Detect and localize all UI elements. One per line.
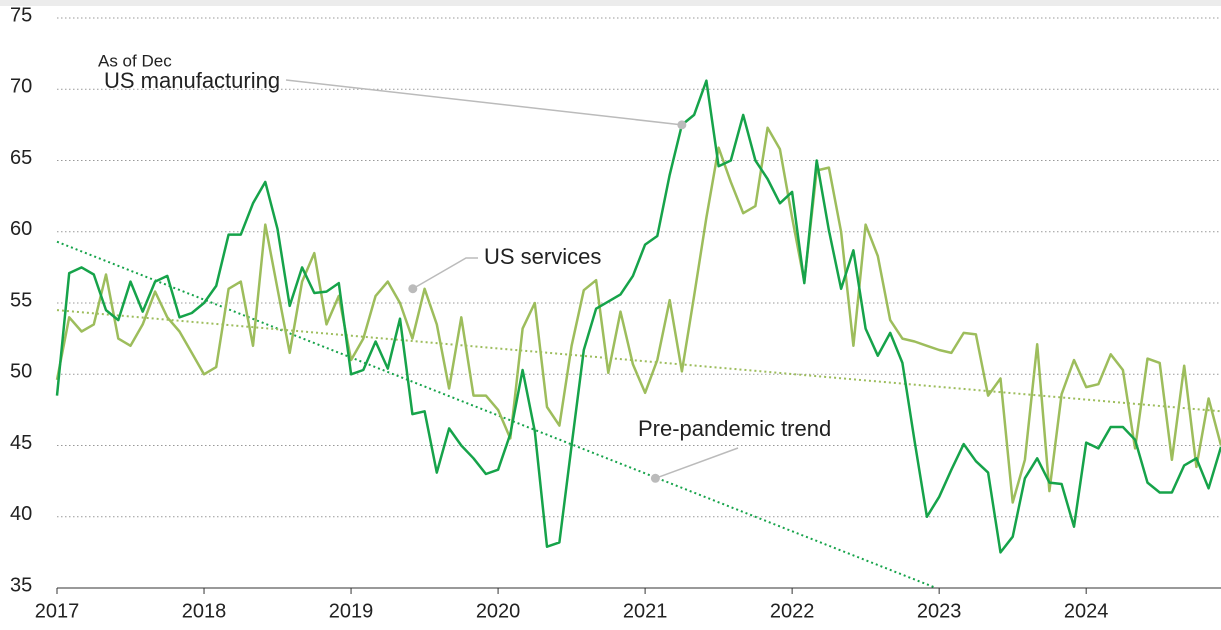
y-tick-label: 45 bbox=[10, 432, 32, 454]
x-tick-label: 2019 bbox=[329, 600, 374, 622]
annotation-label: Pre-pandemic trend bbox=[638, 416, 831, 441]
leader-line bbox=[285, 79, 682, 126]
annotation-dot bbox=[677, 120, 687, 130]
annotation-dot bbox=[408, 284, 418, 294]
x-tick-label: 2017 bbox=[35, 600, 80, 622]
top-band bbox=[0, 0, 1221, 6]
y-tick-label: 55 bbox=[10, 289, 32, 311]
y-tick-label: 40 bbox=[10, 503, 32, 525]
x-tick-label: 2024 bbox=[1064, 600, 1109, 622]
note: As of Dec bbox=[98, 51, 172, 70]
annotation-label: US services bbox=[484, 244, 601, 269]
series-line bbox=[55, 126, 1221, 504]
x-tick-label: 2022 bbox=[770, 600, 815, 622]
leader-line bbox=[412, 257, 478, 290]
leader-line bbox=[655, 447, 739, 479]
trend-line bbox=[56, 309, 1221, 413]
x-tick-label: 2021 bbox=[623, 600, 668, 622]
x-tick-label: 2023 bbox=[917, 600, 962, 622]
y-tick-label: 75 bbox=[10, 4, 32, 26]
x-tick-label: 2018 bbox=[182, 600, 227, 622]
y-tick-label: 50 bbox=[10, 361, 32, 383]
y-tick-label: 70 bbox=[10, 76, 32, 98]
y-tick-label: 60 bbox=[10, 218, 32, 240]
y-tick-label: 35 bbox=[10, 574, 32, 596]
annotation-label: US manufacturing bbox=[104, 68, 280, 93]
annotation-dot bbox=[650, 473, 660, 483]
x-tick-label: 2020 bbox=[476, 600, 521, 622]
series-line bbox=[55, 79, 1221, 554]
y-tick-label: 65 bbox=[10, 147, 32, 169]
